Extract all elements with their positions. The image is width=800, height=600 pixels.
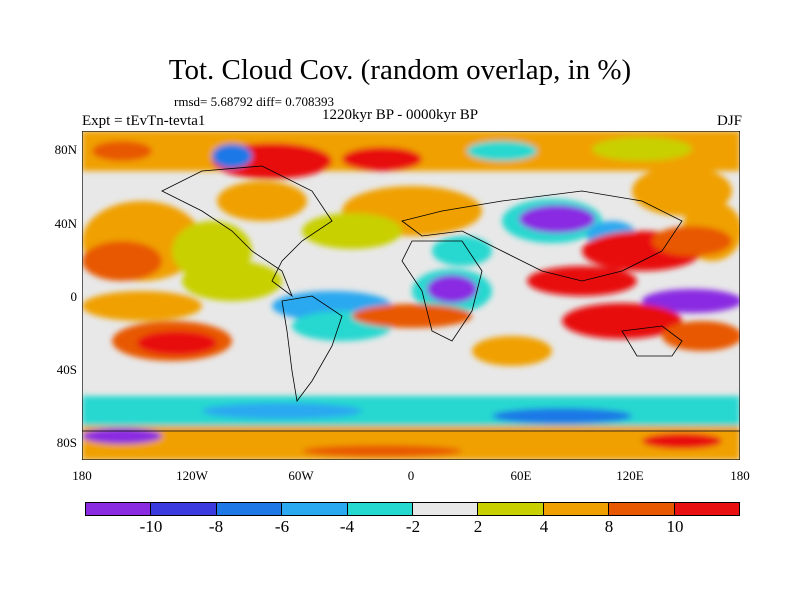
colorbar-label: 8 — [604, 517, 614, 536]
colorbar-swatch — [151, 503, 217, 515]
colorbar-label: -8 — [208, 517, 224, 536]
lon-label: 180 — [730, 468, 750, 483]
stats-text: rmsd= 5.68792 diff= 0.708393 — [174, 94, 334, 109]
colorbar-label: -10 — [139, 517, 163, 536]
colorbar-swatch — [674, 503, 740, 515]
lat-label: 0 — [70, 289, 78, 304]
colorbar-swatch — [543, 503, 610, 515]
colorbar-label: 2 — [473, 517, 483, 536]
colorbar-swatch — [347, 503, 414, 515]
lat-label: 80N — [54, 142, 77, 157]
colorbar-swatch — [609, 503, 675, 515]
lat-label: 40S — [56, 362, 77, 377]
anomaly-field — [82, 131, 740, 460]
coastlines — [82, 165, 740, 432]
map-title: Tot. Cloud Cov. (random overlap, in %) — [168, 54, 632, 86]
lon-label: 0 — [407, 468, 415, 483]
experiment-label: Expt = tEvTn-tevta1 — [82, 113, 206, 129]
lon-label: 120E — [616, 468, 644, 483]
lon-label: 60W — [288, 468, 314, 483]
lat-label: 40N — [54, 216, 77, 231]
colorbar-label: -2 — [405, 517, 421, 536]
lat-label: 80S — [56, 435, 77, 450]
colorbar-label: -6 — [274, 517, 290, 536]
colorbar-swatch — [282, 503, 348, 515]
colorbar-swatch — [86, 503, 152, 515]
lon-label: 60E — [510, 468, 532, 483]
colorbar-swatch — [413, 503, 479, 515]
cloud-cover-map — [82, 131, 740, 460]
season-label: DJF — [716, 113, 742, 129]
period-label: 1220kyr BP - 0000kyr BP — [322, 107, 479, 123]
lon-label: 180 — [72, 468, 92, 483]
colorbar-label: 10 — [666, 517, 684, 536]
lon-label: 120W — [176, 468, 208, 483]
colorbar — [85, 502, 740, 516]
colorbar-swatch — [216, 503, 283, 515]
colorbar-label: 4 — [539, 517, 549, 536]
colorbar-swatch — [478, 503, 544, 515]
colorbar-label: -4 — [339, 517, 355, 536]
